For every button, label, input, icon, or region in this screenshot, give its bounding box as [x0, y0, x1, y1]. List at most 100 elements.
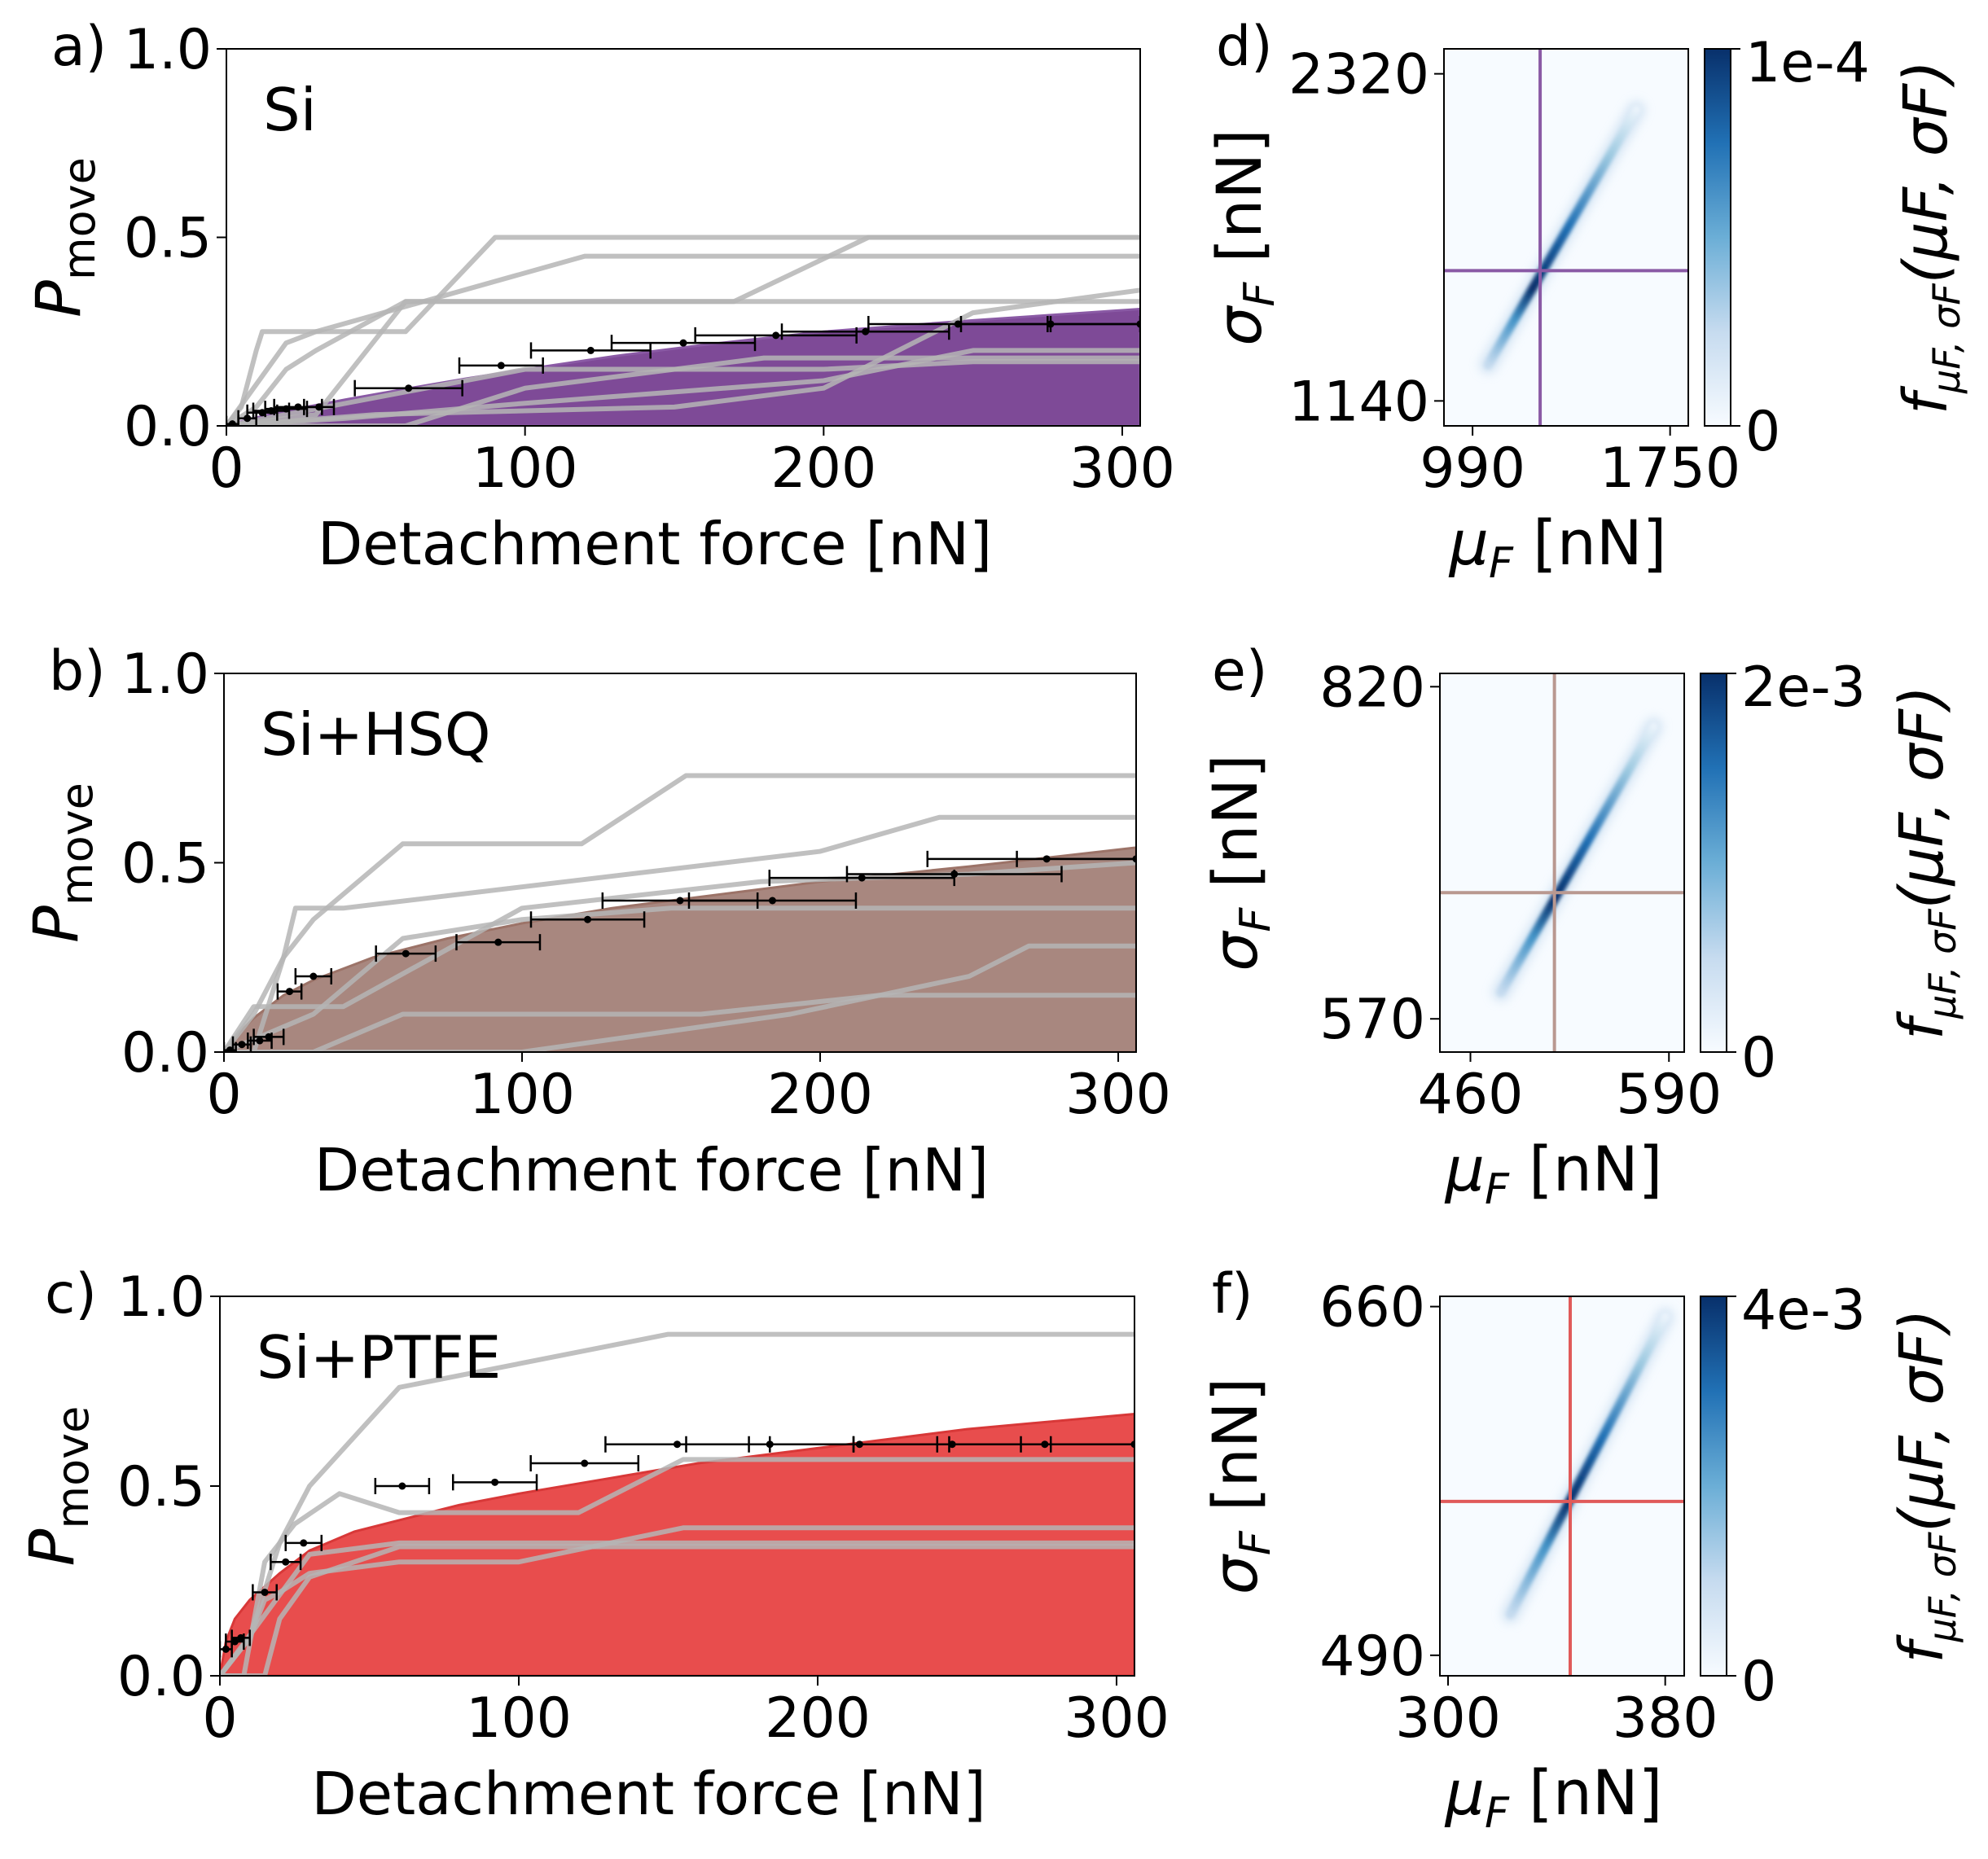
plot-area — [226, 235, 1140, 426]
trial-curve-4 — [224, 905, 1136, 1052]
material-label: Si+HSQ — [261, 700, 491, 769]
y-label-main: P — [22, 280, 94, 318]
x-label-sub: F — [1489, 539, 1514, 588]
y-label-unit: [nN] — [1203, 129, 1275, 282]
data-point-7 — [374, 1478, 431, 1494]
x-label-unit: [nN] — [1513, 506, 1666, 579]
y-tick-label: 0.5 — [117, 1455, 205, 1519]
y-label-main: P — [20, 905, 92, 943]
y-label-main: σ — [1199, 930, 1271, 971]
trial-curve-5 — [220, 1540, 1134, 1676]
x-axis-label: μF [nN] — [1445, 1133, 1663, 1214]
heatmap-frame — [1439, 673, 1685, 1053]
y-tick-label: 0.5 — [124, 207, 212, 271]
x-tick-label: 300 — [1064, 1686, 1170, 1751]
y-tick-label: 820 — [1319, 655, 1425, 720]
panel-c: 0 100 200 300 0.0 0.5 1.0 Detachment force [nN]… — [15, 1262, 1170, 1828]
data-point-12 — [768, 870, 955, 887]
y-axis-label: σF [nN] — [1199, 754, 1280, 971]
x-label-main: μ — [1445, 1756, 1485, 1829]
y-label-unit: [nN] — [1199, 754, 1271, 907]
colorbar-label-sub: μF, σF — [1924, 283, 1968, 394]
data-marker — [676, 897, 684, 905]
data-marker — [674, 1440, 681, 1449]
likelihood-ridge — [1496, 721, 1658, 997]
data-point-5 — [276, 983, 303, 1000]
x-axis-label: Detachment force [nN] — [314, 1136, 989, 1204]
data-marker — [286, 988, 294, 996]
x-tick-label: 0 — [202, 1686, 237, 1751]
data-point-7 — [303, 398, 336, 415]
data-marker — [315, 403, 323, 411]
x-tick-label: 300 — [1069, 436, 1175, 501]
data-marker — [584, 915, 592, 923]
data-marker — [398, 1482, 406, 1490]
data-point-12 — [694, 327, 858, 344]
trial-curve-8 — [226, 355, 1140, 426]
y-tick-label: 2320 — [1288, 43, 1429, 107]
data-marker — [1130, 1440, 1134, 1449]
data-point-11 — [610, 335, 757, 352]
x-axis-label: Detachment force [nN] — [311, 1760, 985, 1828]
data-marker — [261, 1588, 269, 1596]
likelihood-ridge — [1506, 1312, 1670, 1619]
y-label-main: σ — [1199, 1553, 1271, 1594]
data-point-4 — [252, 1584, 278, 1601]
data-point-7 — [375, 945, 437, 962]
colorbar-min-label: 0 — [1741, 1026, 1776, 1090]
data-marker — [497, 362, 505, 370]
data-point-9 — [458, 357, 544, 374]
x-label-unit: [nN] — [1509, 1756, 1662, 1829]
data-marker — [402, 949, 410, 958]
data-marker — [954, 320, 962, 328]
colorbar — [1700, 673, 1727, 1053]
heatmap-area — [1444, 49, 1688, 426]
data-point-16 — [1049, 315, 1140, 332]
data-marker — [265, 1033, 273, 1041]
x-tick-label: 300 — [1395, 1686, 1501, 1751]
data-marker — [282, 1558, 290, 1566]
data-point-11 — [687, 892, 858, 909]
data-point-9 — [529, 1455, 640, 1472]
panel-label: e) — [1212, 639, 1267, 704]
fit-area — [224, 846, 1136, 1052]
data-marker — [1132, 855, 1136, 863]
y-label-unit: [nN] — [1199, 1378, 1271, 1531]
data-marker — [581, 1459, 589, 1467]
x-tick-label: 200 — [767, 1063, 873, 1127]
panel-label: b) — [49, 639, 106, 704]
panel-label: a) — [51, 15, 107, 79]
likelihood-ridge — [1483, 105, 1641, 370]
material-label: Si+PTFE — [257, 1323, 501, 1392]
data-point-5 — [270, 1554, 302, 1571]
heatmap-frame — [1443, 48, 1689, 427]
y-tick-label: 490 — [1319, 1624, 1425, 1689]
data-point-10 — [529, 342, 652, 359]
trial-curve-4 — [220, 1544, 1134, 1676]
x-label-main: μ — [1445, 1133, 1485, 1205]
x-tick-label: 100 — [472, 436, 578, 501]
y-tick-label: 0.0 — [124, 395, 212, 459]
x-tick-label: 200 — [765, 1686, 871, 1751]
y-tick-label: 0.0 — [117, 1645, 205, 1709]
data-marker — [294, 403, 302, 411]
x-tick-label: 200 — [770, 436, 876, 501]
data-point-9 — [529, 911, 646, 928]
y-tick-label: 570 — [1319, 988, 1425, 1052]
trial-curve-3 — [226, 253, 1140, 426]
plot-area — [220, 1331, 1134, 1676]
data-point-8 — [455, 934, 542, 951]
colorbar-max-label: 1e-4 — [1745, 31, 1870, 95]
x-axis-label: μF [nN] — [1449, 506, 1667, 588]
x-tick-label: 1750 — [1600, 436, 1740, 501]
panel-label: d) — [1216, 15, 1273, 79]
heatmap-area — [1440, 673, 1684, 1052]
x-label-main: μ — [1449, 506, 1489, 579]
data-point-15 — [1020, 1436, 1134, 1453]
colorbar-label: fμF, σF(μF, σF) — [1887, 686, 1964, 1040]
trial-curve-6 — [224, 943, 1136, 1052]
y-axis-label: Pmove — [15, 1406, 99, 1567]
